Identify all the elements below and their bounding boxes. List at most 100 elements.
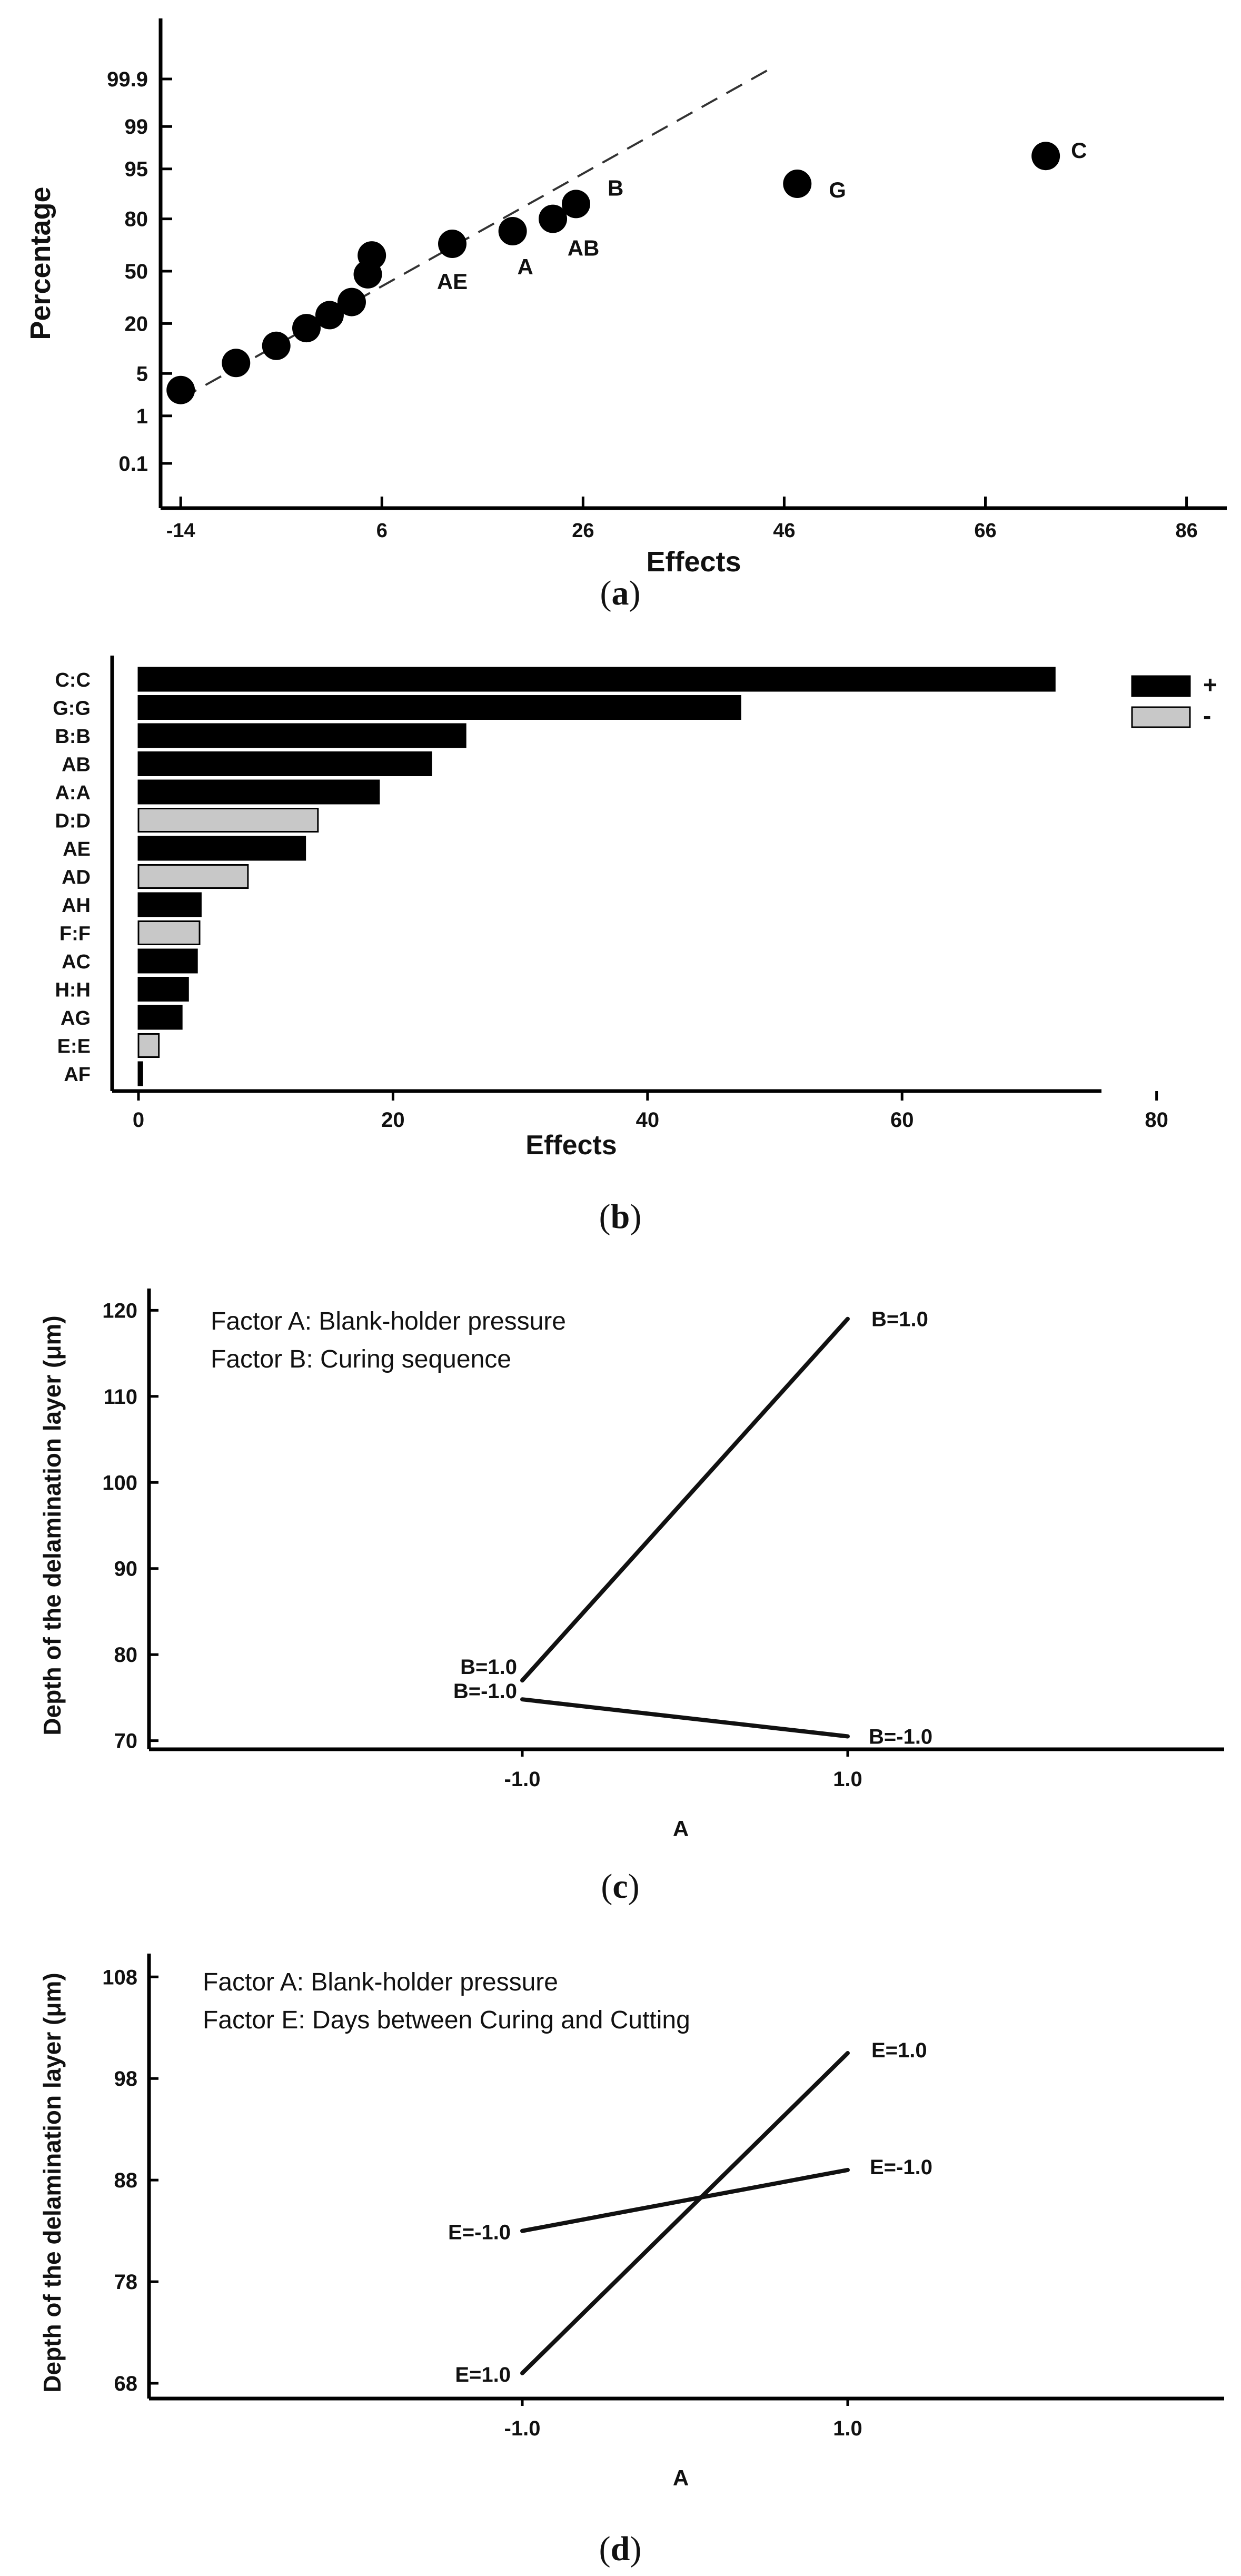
- panel-d-y-tick-label: 98: [114, 2067, 138, 2090]
- panel-b-bar: [137, 779, 380, 805]
- panel-a-point-label: AB: [568, 236, 600, 261]
- panel-b-legend-swatch: [1131, 675, 1191, 697]
- panel-b-category-label: D:D: [55, 810, 91, 833]
- panel-a-y-tick-label: 99.9: [107, 68, 148, 91]
- panel-a-caption: (a): [600, 574, 641, 612]
- panel-b-x-tick-label: 40: [636, 1108, 660, 1132]
- panel-c-y-axis-title: Depth of the delamination layer (μm): [38, 1315, 66, 1735]
- panel-a-y-tick-label: 50: [125, 260, 148, 283]
- panel-a-y-tick-label: 20: [125, 312, 148, 335]
- panel-a-data-point: [498, 217, 527, 246]
- panel-a-point-label: AE: [437, 269, 468, 294]
- panel-a-y-tick-label: 5: [136, 362, 148, 385]
- panel-a-x-tick-label: 86: [1175, 520, 1197, 542]
- panel-a-y-tick-label: 95: [125, 158, 148, 181]
- panel-b-x-tick-label: 80: [1145, 1108, 1168, 1132]
- panel-b-x-tick-label: 0: [133, 1108, 144, 1132]
- panel-b-bar: [137, 920, 201, 945]
- panel-a-data-point: [561, 190, 590, 219]
- panel-a-point-label: A: [517, 254, 533, 279]
- panel-d-series-line: [520, 2051, 850, 2375]
- panel-b-bar: [137, 751, 432, 776]
- panel-c-factor-annotation: Factor A: Blank-holder pressure: [211, 1307, 566, 1335]
- panel-c-x-tick-label: 1.0: [833, 1768, 862, 1791]
- panel-b-pareto-chart: C:C G:G B:B AB A:A D:D AE AD AH F:F AC H:H AG E:E AF 0 2…: [53, 656, 1217, 1161]
- panel-d-interaction-plot: 68 78 88 98 108 -1.0 1.0 A Depth of the delamina…: [38, 1954, 1224, 2490]
- panel-c-series-start-label: B=-1.0: [453, 1680, 517, 1703]
- panel-d-series-end-label: E=-1.0: [870, 2156, 932, 2179]
- panel-c-y-tick-label: 90: [114, 1558, 138, 1581]
- panel-c-y-tick-label: 120: [102, 1299, 137, 1322]
- panel-b-legend-label: +: [1203, 671, 1217, 698]
- panel-c-series-end-label: B=-1.0: [869, 1725, 932, 1748]
- panel-b-category-label: AF: [64, 1064, 91, 1086]
- panel-a-y-tick-label: 99: [125, 115, 148, 138]
- panel-a-data-point: [337, 288, 366, 316]
- panel-b-bar: [137, 723, 466, 748]
- panel-c-caption-letter: c: [612, 1867, 628, 1906]
- panel-b-category-label: AE: [63, 838, 91, 860]
- panel-a-data-point: [1031, 142, 1060, 171]
- panel-c-y-tick-label: 80: [114, 1643, 138, 1667]
- panel-a-y-tick-label: 80: [125, 208, 148, 231]
- panel-a-y-axis-title: Percentage: [25, 186, 56, 340]
- panel-a-x-axis-title: Effects: [646, 546, 741, 578]
- panel-d-y-axis-title: Depth of the delamination layer (μm): [38, 1973, 66, 2392]
- panel-a-data-point: [292, 314, 321, 343]
- panel-b-x-tick-label: 20: [381, 1108, 405, 1132]
- panel-a-data-point: [262, 331, 291, 360]
- panel-a-y-tick-label: 0.1: [118, 452, 148, 475]
- panel-c-series-line: [520, 1316, 850, 1683]
- panel-b-category-label: AD: [62, 867, 91, 889]
- panel-b-bar: [137, 892, 202, 917]
- panel-b-category-label: AH: [62, 895, 91, 917]
- panel-a-x-tick-label: 26: [572, 520, 594, 542]
- panel-a-x-tick-label: -14: [166, 520, 195, 542]
- panel-c-x-axis-title: A: [673, 1816, 689, 1841]
- panel-d-caption-letter: d: [611, 2530, 630, 2568]
- panel-c-x-tick-label: -1.0: [504, 1768, 541, 1791]
- panel-c-y-tick-label: 100: [102, 1471, 137, 1494]
- panel-d-series-start-label: E=1.0: [455, 2363, 511, 2386]
- panel-b-category-label: F:F: [59, 923, 91, 945]
- panel-a-x-tick-label: 6: [376, 520, 388, 542]
- panel-a-caption-letter: a: [612, 574, 629, 612]
- panel-a-point-label: C: [1071, 138, 1087, 163]
- panel-d-factor-annotation: Factor A: Blank-holder pressure: [203, 1968, 558, 1996]
- panel-b-bar: [137, 808, 319, 833]
- panel-b-bar: [137, 836, 306, 861]
- panel-b-bar: [137, 1033, 160, 1058]
- panel-b-bar: [137, 667, 1056, 692]
- panel-b-category-label: AC: [62, 951, 91, 973]
- panel-b-bar: [137, 695, 741, 720]
- panel-b-category-label: C:C: [55, 669, 91, 691]
- panel-d-x-tick-label: 1.0: [833, 2417, 862, 2440]
- panel-d-y-tick-label: 78: [114, 2271, 138, 2294]
- panel-a-data-point: [539, 204, 568, 233]
- panel-d-series-line: [520, 2167, 850, 2233]
- panel-b-category-label: AB: [62, 754, 91, 776]
- panel-b-x-tick-label: 60: [890, 1108, 914, 1132]
- panel-a-data-point: [438, 230, 467, 259]
- panel-b-category-label: B:B: [55, 726, 91, 748]
- panel-b-category-label: E:E: [57, 1036, 91, 1058]
- panel-d-caption: (d): [599, 2530, 642, 2568]
- panel-b-caption: (b): [599, 1197, 642, 1236]
- panel-b-bar: [137, 1005, 183, 1030]
- panel-a-point-label: B: [608, 175, 623, 200]
- panel-c-series-end-label: B=1.0: [871, 1308, 928, 1331]
- panel-b-bar: [137, 948, 198, 974]
- panel-b-legend-swatch: [1131, 706, 1191, 728]
- panel-d-y-tick-label: 108: [102, 1966, 137, 1989]
- panel-d-x-axis-title: A: [673, 2465, 689, 2490]
- panel-d-y-tick-label: 88: [114, 2169, 138, 2192]
- panel-c-caption: (c): [601, 1867, 639, 1906]
- panel-c-factor-annotation: Factor B: Curing sequence: [211, 1345, 511, 1373]
- panel-b-x-axis-title: Effects: [525, 1130, 617, 1161]
- panel-d-y-tick-label: 68: [114, 2372, 138, 2395]
- panel-b-category-label: A:A: [55, 782, 91, 804]
- panel-d-series-start-label: E=-1.0: [448, 2221, 511, 2244]
- panel-a-x-tick-label: 46: [773, 520, 795, 542]
- panel-a-x-tick-label: 66: [974, 520, 996, 542]
